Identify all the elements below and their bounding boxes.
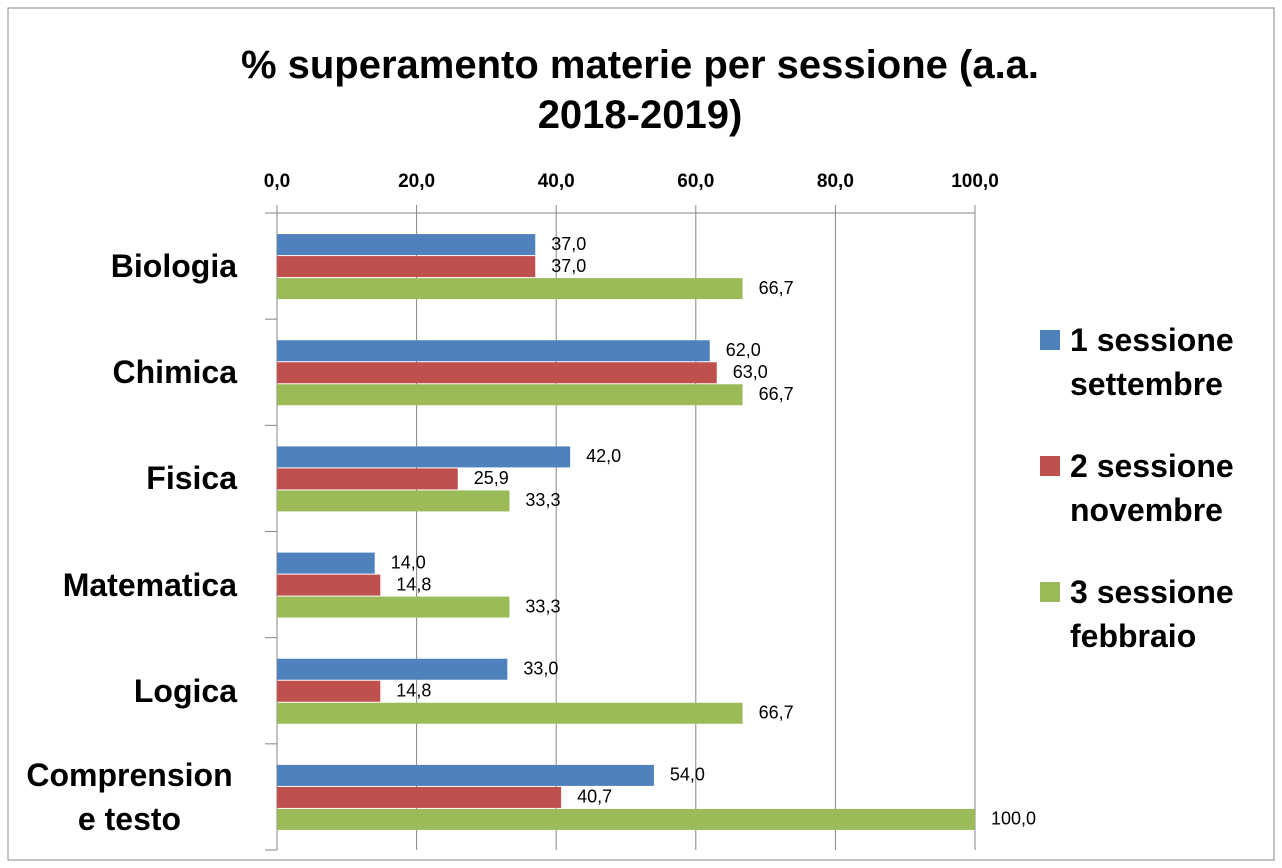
data-label: 66,7 — [759, 384, 794, 404]
x-tick-label: 20,0 — [398, 171, 435, 192]
legend-swatch — [1040, 330, 1060, 350]
legend-label: 1 sessione settembre — [1070, 322, 1234, 402]
data-label: 66,7 — [759, 703, 794, 723]
bar — [277, 596, 510, 618]
bar — [277, 574, 381, 596]
data-label: 14,8 — [396, 574, 431, 594]
bar — [277, 658, 508, 680]
bar — [277, 256, 536, 278]
y-tick-label-wrap: Comprensione testo — [22, 753, 237, 841]
legend-swatch — [1040, 456, 1060, 476]
legend-swatch — [1040, 582, 1060, 602]
y-tick-label-wrap: Chimica — [113, 350, 237, 394]
bar — [277, 468, 458, 490]
x-tick-label: 80,0 — [817, 171, 854, 192]
data-label: 100,0 — [991, 809, 1036, 829]
y-tick-label: Chimica — [112, 354, 237, 391]
y-tick-label: Logica — [133, 672, 237, 709]
bar — [277, 808, 975, 830]
y-tick-label: Biologia — [110, 248, 237, 285]
bar — [277, 362, 717, 384]
data-label: 42,0 — [586, 446, 621, 466]
data-label: 54,0 — [670, 765, 705, 785]
data-label: 14,8 — [396, 681, 431, 701]
bar — [277, 234, 536, 256]
data-label: 62,0 — [726, 340, 761, 360]
data-label: 66,7 — [759, 278, 794, 298]
bar — [277, 490, 510, 512]
data-label: 37,0 — [551, 256, 586, 276]
bar — [277, 446, 571, 468]
legend-label: 2 sessione novembre — [1070, 448, 1234, 528]
bar — [277, 702, 743, 724]
legend-label: 3 sessione febbraio — [1070, 574, 1234, 654]
x-tick-label: 40,0 — [538, 171, 575, 192]
bar — [277, 278, 743, 300]
data-label: 37,0 — [551, 234, 586, 254]
data-label: 63,0 — [733, 362, 768, 382]
y-tick-label-wrap: Matematica — [63, 563, 237, 607]
y-tick-label: Fisica — [146, 460, 237, 497]
data-label: 25,9 — [474, 468, 509, 488]
y-tick-label-wrap: Logica — [134, 669, 237, 713]
data-label: 33,3 — [525, 490, 560, 510]
bar — [277, 384, 743, 406]
x-tick-label: 0,0 — [264, 171, 290, 192]
data-label: 33,0 — [523, 659, 558, 679]
legend-entry: 3 sessione febbraio — [1040, 570, 1270, 658]
data-label: 14,0 — [391, 552, 426, 572]
x-tick-label: 60,0 — [677, 171, 714, 192]
data-label: 33,3 — [525, 596, 560, 616]
y-tick-label: Comprensione testo — [26, 756, 233, 837]
bar — [277, 786, 562, 808]
bar — [277, 764, 654, 786]
bar — [277, 552, 375, 574]
data-label: 40,7 — [577, 787, 612, 807]
y-tick-label-wrap: Biologia — [111, 244, 237, 288]
bar — [277, 340, 710, 362]
y-tick-label: Matematica — [62, 566, 237, 603]
legend-entry: 2 sessione novembre — [1040, 444, 1270, 532]
x-tick-label: 100,0 — [951, 171, 999, 192]
chart-title: % superamento materie per sessione (a.a.… — [240, 43, 1040, 137]
legend-entry: 1 sessione settembre — [1040, 318, 1270, 406]
chart-border — [7, 7, 1275, 861]
bar — [277, 680, 381, 702]
y-tick-label-wrap: Fisica — [146, 456, 237, 500]
